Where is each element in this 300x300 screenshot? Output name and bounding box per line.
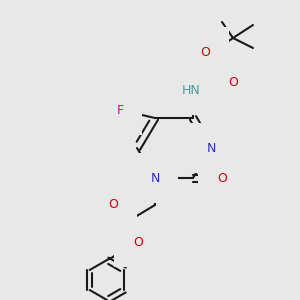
Text: N: N	[206, 142, 216, 154]
Text: O: O	[217, 172, 227, 184]
Text: HN: HN	[182, 83, 200, 97]
Text: O: O	[228, 76, 238, 88]
Text: O: O	[200, 46, 210, 59]
Text: O: O	[133, 236, 143, 248]
Text: O: O	[108, 199, 118, 212]
Text: N: N	[150, 172, 160, 184]
Text: F: F	[116, 103, 124, 116]
